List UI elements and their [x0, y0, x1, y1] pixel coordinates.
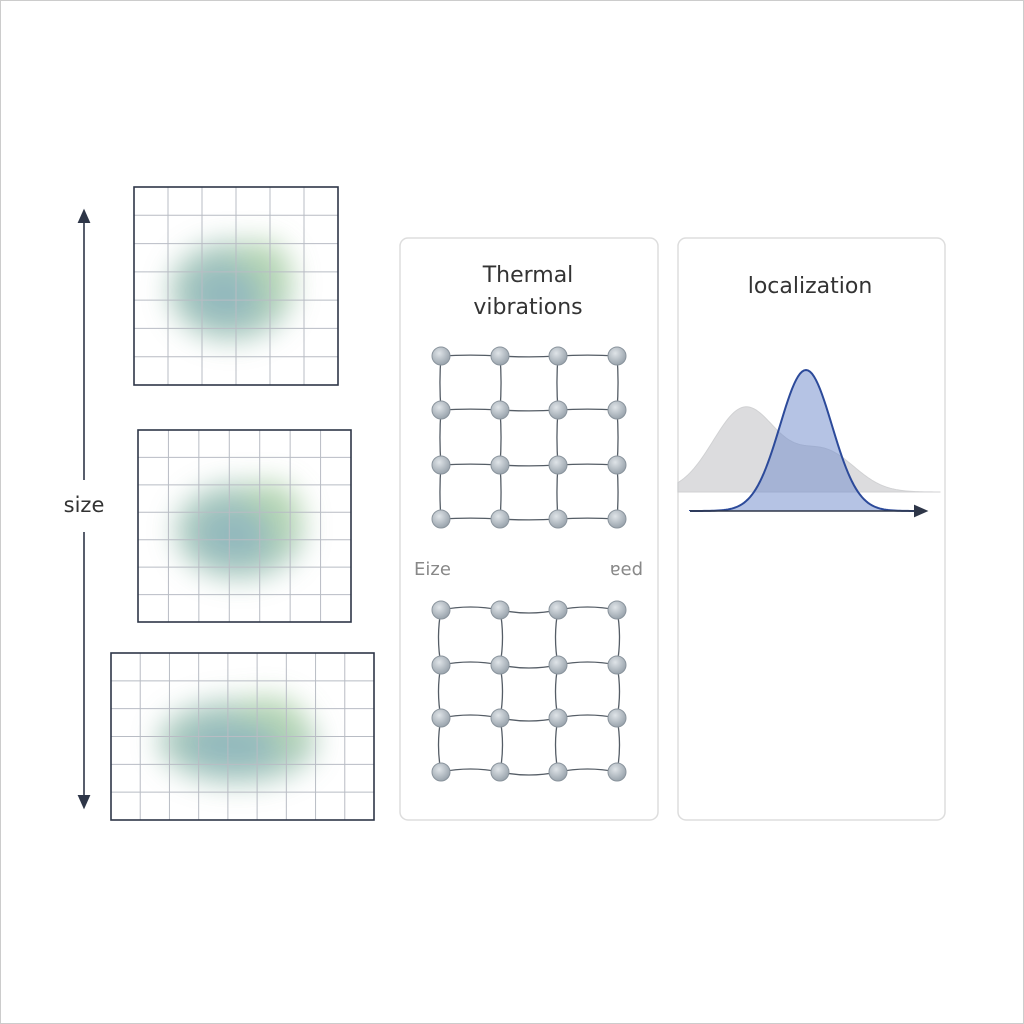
blob-part — [189, 264, 263, 324]
atom — [607, 708, 627, 728]
blob-part — [196, 505, 273, 563]
lattices — [431, 346, 627, 782]
atom — [431, 455, 451, 475]
atom — [548, 455, 568, 475]
atom — [431, 400, 451, 420]
atom — [548, 509, 568, 529]
atom — [490, 346, 510, 366]
lattice-label: ɐed — [610, 559, 643, 580]
blob — [169, 240, 293, 341]
atom — [431, 509, 451, 529]
atom — [607, 346, 627, 366]
atom — [490, 455, 510, 475]
panel-title: localization — [748, 274, 873, 299]
atom — [548, 655, 568, 675]
atom — [607, 400, 627, 420]
atom — [607, 655, 627, 675]
atom — [431, 762, 451, 782]
lattice-label: Eize — [414, 559, 451, 580]
grid-border — [110, 652, 375, 821]
grid-box — [133, 186, 339, 386]
atom — [548, 346, 568, 366]
atom — [607, 509, 627, 529]
panel-title: vibrations — [473, 295, 582, 320]
grid-border — [137, 429, 352, 623]
atom — [607, 600, 627, 620]
atom — [607, 762, 627, 782]
atom — [548, 762, 568, 782]
lattice — [431, 600, 627, 782]
grid-border — [133, 186, 339, 386]
atom — [490, 762, 510, 782]
lattice — [431, 346, 627, 529]
panel — [399, 237, 659, 821]
atom — [431, 600, 451, 620]
atom — [490, 509, 510, 529]
grids — [110, 186, 375, 821]
atom — [490, 600, 510, 620]
blob — [158, 696, 317, 784]
atom — [607, 455, 627, 475]
atom — [548, 400, 568, 420]
atom — [490, 400, 510, 420]
localized-distribution — [690, 370, 922, 511]
grid-box — [110, 652, 375, 821]
atom — [490, 655, 510, 675]
blob-part — [185, 719, 280, 770]
axis-label: size — [64, 493, 105, 517]
atom — [548, 708, 568, 728]
atom — [431, 346, 451, 366]
atom — [490, 708, 510, 728]
curves — [677, 368, 941, 512]
grid-box — [137, 429, 352, 623]
blob — [175, 481, 304, 579]
atom — [431, 708, 451, 728]
panel-title: Thermal — [482, 263, 574, 288]
localized-outline — [689, 368, 923, 512]
panel — [677, 237, 946, 821]
atom — [431, 655, 451, 675]
atom — [548, 600, 568, 620]
